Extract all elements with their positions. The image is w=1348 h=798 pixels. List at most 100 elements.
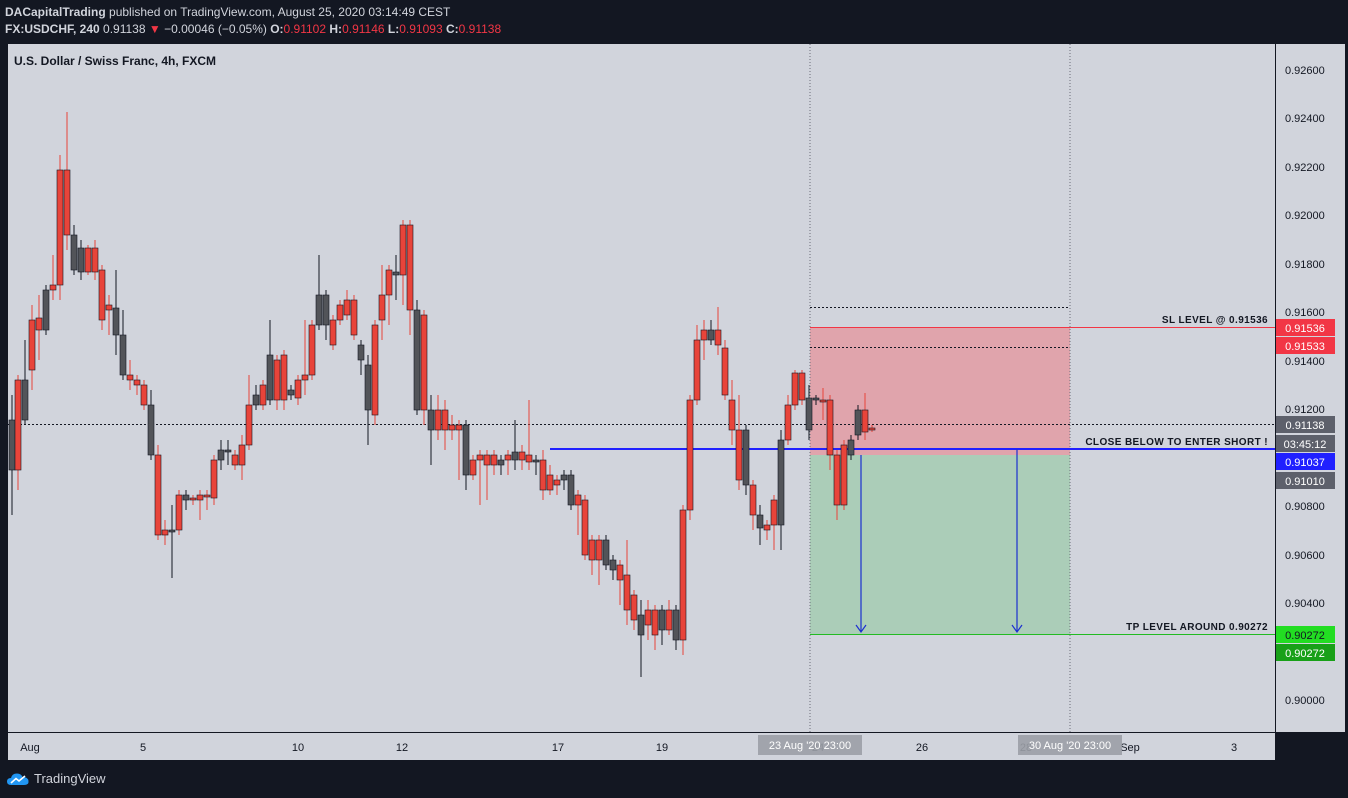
candle[interactable] [336,300,344,325]
candle[interactable] [868,425,876,432]
candle[interactable] [609,555,617,580]
candle[interactable] [441,400,449,450]
candle[interactable] [812,395,820,405]
candle[interactable] [357,340,365,375]
candle[interactable] [728,380,736,445]
candle[interactable] [819,388,827,420]
candle[interactable] [490,450,498,475]
candle[interactable] [315,255,323,330]
candle[interactable] [266,320,274,405]
candle[interactable] [616,560,624,605]
candle[interactable] [280,350,288,410]
candle[interactable] [483,450,491,500]
candle[interactable] [784,395,792,445]
candle[interactable] [763,520,771,540]
candle[interactable] [406,220,414,335]
candle[interactable] [224,440,232,465]
candle[interactable] [595,535,603,585]
sl-annotation[interactable]: SL LEVEL @ 0.91536 [1162,315,1268,326]
candle[interactable] [147,390,155,460]
candle[interactable] [126,360,134,390]
candle[interactable] [721,340,729,400]
candle[interactable] [525,400,533,470]
candle[interactable] [672,605,680,650]
candlestick-series[interactable] [8,112,876,677]
candle[interactable] [392,255,400,300]
candle[interactable] [847,435,855,460]
candle[interactable] [294,375,302,405]
candle[interactable] [826,395,834,470]
candle[interactable] [399,220,407,305]
candle[interactable] [756,505,764,545]
candle[interactable] [539,450,547,500]
candle[interactable] [686,395,694,520]
candle[interactable] [735,395,743,490]
candle[interactable] [518,445,526,470]
candle[interactable] [56,155,64,300]
candle[interactable] [259,380,267,410]
candle[interactable] [581,495,589,560]
candle[interactable] [833,450,841,520]
candle[interactable] [665,600,673,635]
candle[interactable] [28,305,36,390]
candle[interactable] [623,540,631,625]
candle[interactable] [42,285,50,335]
candle[interactable] [91,240,99,280]
candle[interactable] [497,455,505,475]
candle[interactable] [455,420,463,480]
candle[interactable] [112,270,120,355]
entry-annotation[interactable]: CLOSE BELOW TO ENTER SHORT ! [1085,437,1268,448]
candle[interactable] [462,420,470,490]
candle[interactable] [161,520,169,545]
candle[interactable] [231,450,239,470]
candle[interactable] [273,355,281,410]
candle[interactable] [210,455,218,505]
candle[interactable] [511,420,519,470]
candle[interactable] [651,605,659,650]
candle[interactable] [434,395,442,440]
candle[interactable] [588,535,596,575]
candle[interactable] [14,375,22,490]
candle[interactable] [378,265,386,340]
candle[interactable] [749,480,757,530]
chart-area[interactable]: U.S. Dollar / Swiss Franc, 4h, FXCM SL L… [0,44,1348,762]
take-profit-zone[interactable] [810,455,1070,635]
candle[interactable] [532,455,540,475]
candle[interactable] [133,375,141,395]
candle[interactable] [553,475,561,495]
price-scale[interactable] [1276,44,1345,732]
candle[interactable] [854,405,862,440]
arrow-down-1[interactable] [855,455,867,634]
candle[interactable] [644,600,652,640]
candle[interactable] [770,495,778,550]
candle[interactable] [448,415,456,440]
candle[interactable] [217,440,225,470]
candle[interactable] [707,320,715,345]
candle[interactable] [777,430,785,550]
tp-annotation[interactable]: TP LEVEL AROUND 0.90272 [1126,622,1268,633]
candle[interactable] [49,255,57,300]
candle[interactable] [693,325,701,405]
chart-svg[interactable]: U.S. Dollar / Swiss Franc, 4h, FXCM SL L… [0,44,1348,762]
candle[interactable] [168,505,176,578]
candle[interactable] [77,240,85,280]
candle[interactable] [119,310,127,380]
candle[interactable] [350,295,358,340]
candle[interactable] [798,370,806,405]
candle[interactable] [63,112,71,250]
candle[interactable] [70,225,78,275]
candle[interactable] [637,600,645,677]
candle[interactable] [560,470,568,490]
candle[interactable] [287,385,295,400]
author-name[interactable]: DACapitalTrading [5,5,106,19]
candle[interactable] [791,370,799,410]
candle[interactable] [714,307,722,355]
candle[interactable] [476,450,484,505]
candle[interactable] [84,245,92,275]
candle[interactable] [805,385,813,440]
stop-loss-zone[interactable] [810,327,1070,455]
candle[interactable] [567,470,575,510]
candle[interactable] [504,450,512,475]
candle[interactable] [308,320,316,380]
candle[interactable] [658,605,666,645]
